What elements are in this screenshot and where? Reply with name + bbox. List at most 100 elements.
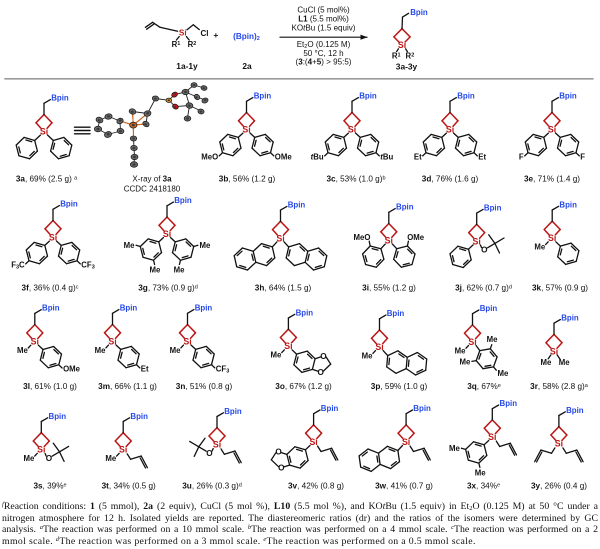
svg-text:Si: Si [548,233,556,243]
svg-text:Si: Si [31,337,39,347]
svg-text:Bpin: Bpin [42,304,60,313]
svg-text:Si: Si [284,341,292,351]
svg-text:Si: Si [398,40,406,50]
svg-text:CF3: CF3 [216,365,229,375]
svg-text:Me: Me [271,351,282,360]
svg-text:3c, 53% (1.0 g)b: 3c, 53% (1.0 g)b [326,175,385,184]
svg-text:Si: Si [473,236,481,246]
svg-text:3w, 41% (0.7 g): 3w, 41% (0.7 g) [375,481,433,490]
svg-text:Me: Me [149,266,160,275]
svg-text:Si: Si [550,346,558,356]
svg-text:Si: Si [468,337,476,347]
svg-text:MeO: MeO [201,153,218,162]
svg-text:3a-3y: 3a-3y [396,61,418,71]
svg-text:Bpin: Bpin [120,304,138,313]
svg-text:3d, 76% (1.6 g): 3d, 76% (1.6 g) [422,175,479,184]
svg-text:Si: Si [385,236,393,246]
svg-text:Bpin: Bpin [130,412,148,421]
svg-text:Bpin: Bpin [566,406,584,415]
svg-text:3q, 67%e: 3q, 67%e [467,382,501,391]
svg-text:O: O [46,454,53,463]
svg-text:Bpin: Bpin [60,200,78,209]
svg-text:3v, 42% (0.8 g): 3v, 42% (0.8 g) [288,481,344,490]
svg-text:3a, 69% (2.5 g) a: 3a, 69% (2.5 g) a [16,175,78,184]
svg-text:1a-1y: 1a-1y [176,61,198,71]
svg-text:CF3: CF3 [81,261,94,271]
svg-text:3u, 26% (0.3 g)d: 3u, 26% (0.3 g)d [182,481,242,490]
svg-text:(Bpin)2: (Bpin)2 [233,32,260,42]
svg-text:Me: Me [362,351,373,360]
svg-text:F: F [580,153,585,162]
svg-text:Si: Si [242,125,250,135]
svg-text:Si: Si [163,229,171,239]
svg-text:CCDC 2418180: CCDC 2418180 [124,185,181,194]
svg-text:F3C: F3C [11,261,25,271]
svg-text:3k, 57% (0.9 g): 3k, 57% (0.9 g) [532,284,588,293]
svg-text:R1: R1 [172,40,181,49]
svg-text:MeO: MeO [353,233,370,242]
svg-text:Bpin: Bpin [49,412,67,421]
svg-text:3p, 59% (1.0 g): 3p, 59% (1.0 g) [371,382,428,391]
svg-text:Si: Si [548,125,556,135]
svg-text:Me: Me [170,346,181,355]
svg-text:O: O [320,352,327,361]
svg-text:F: F [519,153,524,162]
svg-text:Me: Me [498,369,509,378]
svg-text:3o, 67% (1.2 g): 3o, 67% (1.2 g) [275,382,332,391]
svg-text:Si: Si [375,342,383,352]
svg-text:Et: Et [478,153,486,162]
svg-text:Bpin: Bpin [413,404,431,413]
svg-text:3x, 34%e: 3x, 34%e [467,481,500,490]
svg-text:KOtBu (1.5 equiv): KOtBu (1.5 equiv) [292,24,356,33]
svg-text:CuCl (5 mol%): CuCl (5 mol%) [297,6,350,15]
svg-text:Bpin: Bpin [254,92,272,101]
svg-text:3j, 62% (0.7 g)d: 3j, 62% (0.7 g)d [455,284,512,293]
svg-text:3r, 58% (2.8 g)a: 3r, 58% (2.8 g)a [530,382,589,391]
svg-text:Bpin: Bpin [51,94,69,103]
svg-text:3g, 73% (0.9 g)d: 3g, 73% (0.9 g)d [138,284,198,293]
svg-text:Me: Me [95,346,106,355]
svg-text:Si: Si [348,125,356,135]
svg-text:Bpin: Bpin [559,200,577,209]
svg-text:3t, 34% (0.5 g): 3t, 34% (0.5 g) [102,481,156,490]
svg-text:Si: Si [40,127,48,137]
svg-text:3i, 55% (1.2 g): 3i, 55% (1.2 g) [362,284,416,293]
svg-text:Si: Si [49,233,57,243]
svg-text:O: O [318,368,325,377]
svg-text:O: O [481,246,488,255]
svg-text:X-ray of 3a: X-ray of 3a [132,175,172,184]
svg-text:Bpin: Bpin [288,200,306,209]
svg-text:O: O [206,449,213,458]
svg-text:Bpin: Bpin [174,196,192,205]
svg-text:Si: Si [37,445,45,455]
svg-text:Me: Me [455,346,466,355]
svg-text:3n, 51% (0.8 g): 3n, 51% (0.8 g) [176,382,233,391]
svg-text:O: O [278,464,285,473]
svg-text:(3:(4+5) > 95:5): (3:(4+5) > 95:5) [296,58,352,67]
svg-text:Bpin: Bpin [410,8,428,17]
svg-text:R2: R2 [188,40,197,49]
svg-text:Bpin: Bpin [500,399,518,408]
svg-text:OMe: OMe [407,233,425,242]
svg-text:Bpin: Bpin [359,92,377,101]
svg-text:OMe: OMe [63,365,81,374]
svg-text:Me: Me [17,346,28,355]
svg-text:Me: Me [534,243,545,252]
svg-text:Cl: Cl [201,29,209,38]
svg-text:Si: Si [179,29,187,38]
svg-text:Bpin: Bpin [321,404,339,413]
svg-text:3m, 66% (1.1 g): 3m, 66% (1.1 g) [98,382,157,391]
svg-text:tBu: tBu [380,153,393,162]
svg-text:Me: Me [174,266,185,275]
svg-text:Bpin: Bpin [484,203,502,212]
svg-text:Me: Me [559,358,570,367]
svg-text:R1: R1 [392,51,401,60]
svg-text:Me: Me [487,335,498,344]
svg-text:Si: Si [213,440,221,450]
svg-text:Me: Me [124,241,135,250]
svg-text:Bpin: Bpin [480,304,498,313]
svg-text:Et: Et [414,153,422,162]
svg-text:Me: Me [200,241,211,250]
svg-text:OMe: OMe [275,153,293,162]
svg-text:Si: Si [555,439,563,449]
